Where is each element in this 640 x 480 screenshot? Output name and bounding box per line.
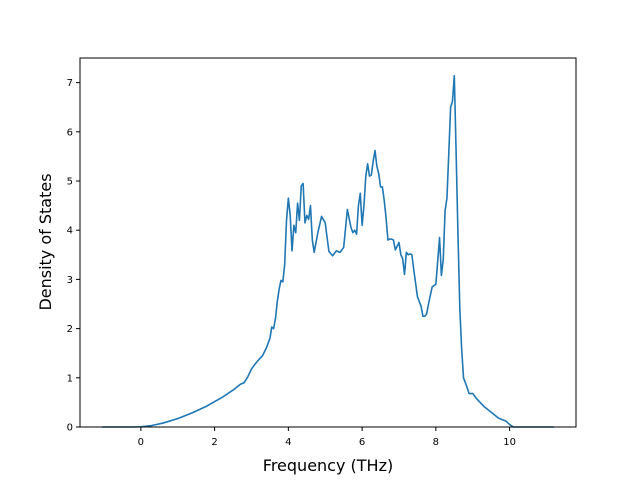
x-tick-label: 8 [433,437,439,448]
y-tick-label: 2 [67,324,73,335]
y-tick-label: 5 [67,177,73,188]
y-tick-label: 3 [67,275,73,286]
y-axis-ticks: 0 1 2 3 4 5 6 7 [67,78,80,434]
x-tick-label: 10 [503,437,516,448]
x-tick-label: 6 [359,437,365,448]
x-axis-ticks: 0 2 4 6 8 10 [138,427,516,448]
dos-series-line [101,74,555,428]
axes-frame [79,57,577,428]
y-axis-label: Density of States [36,173,55,310]
y-tick-label: 7 [67,78,73,89]
x-tick-label: 4 [285,437,291,448]
plot-area [79,57,577,428]
y-tick-label: 0 [67,423,73,434]
y-tick-label: 4 [67,226,73,237]
x-tick-label: 0 [138,437,144,448]
x-axis-label: Frequency (THz) [263,456,393,475]
y-tick-label: 6 [67,127,73,138]
x-tick-label: 2 [211,437,217,448]
y-tick-label: 1 [67,373,73,384]
